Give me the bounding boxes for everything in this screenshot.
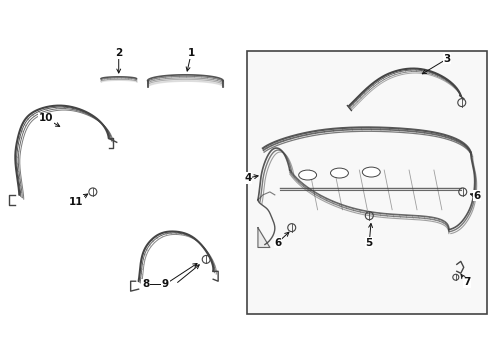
Text: 3: 3 — [443, 54, 450, 64]
Text: 1: 1 — [188, 48, 195, 58]
Ellipse shape — [362, 167, 380, 177]
Text: 2: 2 — [115, 48, 122, 58]
Text: 11: 11 — [69, 197, 83, 207]
Bar — [247, 51, 487, 314]
Text: 7: 7 — [463, 277, 470, 287]
Ellipse shape — [331, 168, 348, 178]
Text: 10: 10 — [39, 113, 53, 123]
Text: 4: 4 — [245, 173, 252, 183]
Ellipse shape — [299, 170, 317, 180]
Text: 8: 8 — [142, 279, 149, 289]
Text: 9: 9 — [162, 279, 169, 289]
Text: 6: 6 — [473, 191, 480, 201]
Polygon shape — [258, 228, 270, 247]
Text: 5: 5 — [366, 238, 373, 248]
Text: 6: 6 — [274, 238, 281, 248]
